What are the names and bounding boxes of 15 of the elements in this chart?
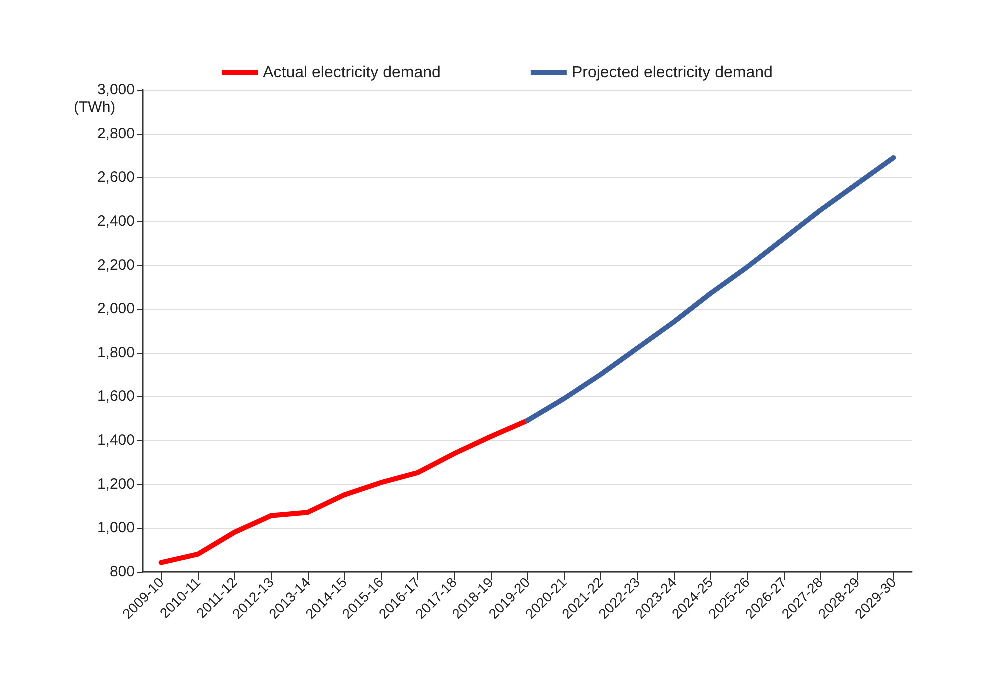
y-tick-label: 1,600	[97, 388, 135, 406]
y-tick-label: 1,200	[97, 476, 135, 493]
y-tick-label: 2,400	[97, 212, 135, 230]
y-axis-title: (TWh)	[74, 99, 116, 116]
y-tick-label: 1,400	[97, 432, 135, 450]
y-tick-label: 800	[110, 564, 135, 580]
legend-label: Actual electricity demand	[263, 64, 441, 82]
y-tick-label: 2,800	[97, 125, 135, 142]
y-tick-label: 2,600	[97, 169, 135, 186]
y-tick-label: 2,200	[97, 256, 135, 274]
legend-label: Projected electricity demand	[572, 64, 773, 82]
y-tick-label: 3,000	[97, 82, 135, 98]
y-tick-label: 1,800	[97, 344, 135, 362]
y-tick-label: 1,000	[97, 520, 135, 537]
y-tick-label: 2,000	[97, 300, 135, 318]
